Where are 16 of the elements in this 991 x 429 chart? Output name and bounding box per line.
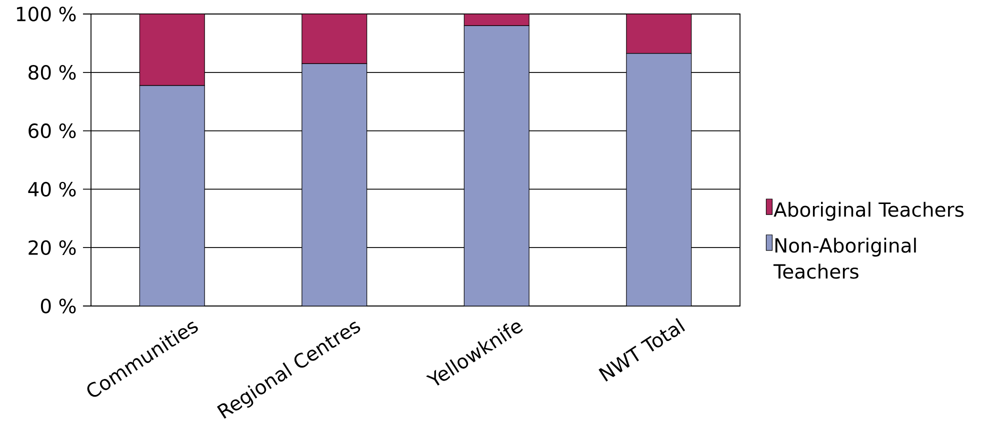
y-tick-label: 20 % bbox=[28, 240, 76, 255]
bar bbox=[302, 63, 368, 306]
bar bbox=[139, 85, 205, 306]
bar bbox=[302, 14, 368, 64]
y-tick-label: 100 % bbox=[17, 6, 76, 22]
bar bbox=[626, 14, 692, 54]
bar bbox=[464, 25, 530, 306]
y-tick-label: 40 % bbox=[28, 182, 76, 197]
legend-label: Aboriginal Teachers bbox=[774, 202, 964, 221]
bar bbox=[626, 53, 692, 306]
bar bbox=[464, 14, 530, 26]
legend-label: Non-Aboriginal Teachers bbox=[773, 238, 916, 279]
y-tick-label: 0 % bbox=[40, 298, 76, 314]
y-tick-label: 60 % bbox=[28, 123, 76, 138]
bar bbox=[139, 14, 205, 86]
y-tick-label: 80 % bbox=[28, 65, 76, 80]
